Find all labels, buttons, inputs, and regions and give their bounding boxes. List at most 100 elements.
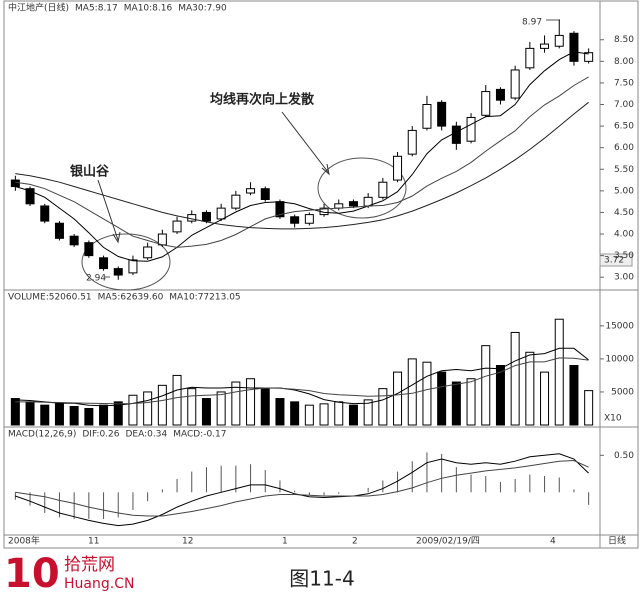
volume-bar (201, 398, 211, 426)
y-tick-label: 15000 (605, 321, 634, 331)
candle-body (40, 205, 50, 222)
candle-body (84, 242, 94, 257)
volume-bar (378, 388, 388, 426)
volume-bar (25, 401, 35, 426)
volume-bar (128, 394, 138, 426)
panel-header: MA30:7.90 (178, 4, 227, 14)
volume-bar (40, 404, 50, 426)
volume-bar (275, 398, 285, 426)
indicator-line (15, 101, 589, 230)
candle-body (246, 188, 256, 194)
date-label: 1 (282, 537, 288, 547)
volume-bar (260, 388, 270, 426)
y-tick-label: 0.50 (614, 451, 634, 461)
volume-bar (319, 403, 329, 426)
candle-body (113, 268, 123, 276)
candle-body (437, 101, 447, 127)
y-tick-label: 6.00 (614, 143, 634, 153)
panel-header: DIF:0.26 (82, 430, 119, 440)
candle-body (422, 104, 432, 129)
date-label: 4 (550, 537, 556, 547)
candle-body (495, 88, 505, 101)
candle-body (481, 91, 491, 116)
volume-bar (113, 401, 123, 426)
volume-bar (554, 318, 564, 426)
candle-body (290, 216, 300, 224)
volume-bar (304, 404, 314, 426)
volume-bar (10, 398, 20, 426)
candle-body (525, 47, 535, 69)
indicator-line (15, 357, 589, 405)
candle-body (348, 201, 358, 207)
arrow-head (321, 163, 330, 176)
candle-body (25, 188, 35, 205)
volume-bar (525, 351, 535, 426)
y-tick-label: 4.50 (614, 208, 634, 218)
low-label: 2.94 (86, 274, 106, 284)
volume-bar (393, 371, 403, 426)
candle-body (554, 34, 564, 47)
volume-bar (69, 405, 79, 426)
candle-body (128, 259, 138, 274)
volume-bar (363, 399, 373, 426)
caption: 图11-4 (289, 567, 354, 591)
volume-bar (569, 365, 579, 426)
volume-bar (481, 345, 491, 426)
panel-header: MA5:62639.60 (98, 293, 164, 303)
candle-body (69, 235, 79, 246)
highlight-ellipse (81, 233, 171, 291)
candle-body (231, 194, 241, 209)
candle-body (99, 257, 109, 270)
unit-label: X10 (604, 414, 622, 424)
price-box-label: 3.72 (604, 256, 624, 266)
volume-bar (157, 384, 167, 426)
indicator-line (15, 76, 589, 248)
candle-body (172, 220, 182, 233)
y-tick-label: 8.50 (614, 35, 634, 45)
volume-bar (84, 407, 94, 426)
volume-bar (348, 404, 358, 426)
y-tick-label: 5.00 (614, 186, 634, 196)
candle-body (260, 188, 270, 200)
panel-header: MA5:8.17 (75, 4, 118, 14)
volume-bar (407, 358, 417, 426)
logo-number: 10 (4, 551, 60, 597)
candle-body (393, 155, 403, 181)
candle-body (451, 125, 461, 144)
y-tick-label: 5000 (611, 387, 634, 397)
y-tick-label: 5.50 (614, 165, 634, 175)
volume-bar (437, 371, 447, 426)
date-label: 11 (88, 537, 99, 547)
high-label: 8.97 (522, 18, 542, 28)
volume-bar (99, 404, 109, 426)
volume-bar (231, 381, 241, 426)
candle-body (540, 43, 550, 49)
date-label: 日线 (608, 535, 626, 547)
candle-body (54, 222, 64, 239)
volume-bar (422, 361, 432, 426)
candle-body (143, 246, 153, 259)
date-label: 2009/02/19/四 (416, 537, 480, 547)
panel-header: MA10:77213.05 (169, 293, 240, 303)
volume-bar (334, 401, 344, 426)
candle-body (569, 32, 579, 62)
y-tick-label: 8.00 (614, 57, 634, 67)
volume-bar (172, 374, 182, 426)
volume-bar (290, 401, 300, 426)
y-tick-label: 4.00 (614, 230, 634, 240)
highlight-ellipse (317, 157, 407, 219)
volume-bar (584, 390, 594, 426)
panel-header: MACD:-0.17 (173, 430, 226, 440)
annotation: 银山谷 (70, 164, 110, 180)
panel-header: MACD(12,26,9) (8, 430, 76, 440)
volume-bar (466, 378, 476, 426)
volume-bar (495, 365, 505, 426)
panel-header: DEA:0.34 (126, 430, 168, 440)
date-label: 12 (182, 537, 193, 547)
volume-bar (510, 331, 520, 426)
indicator-line (15, 51, 589, 262)
candle-body (584, 52, 594, 62)
candle-body (304, 214, 314, 224)
panel-header: MA10:8.16 (124, 4, 173, 14)
